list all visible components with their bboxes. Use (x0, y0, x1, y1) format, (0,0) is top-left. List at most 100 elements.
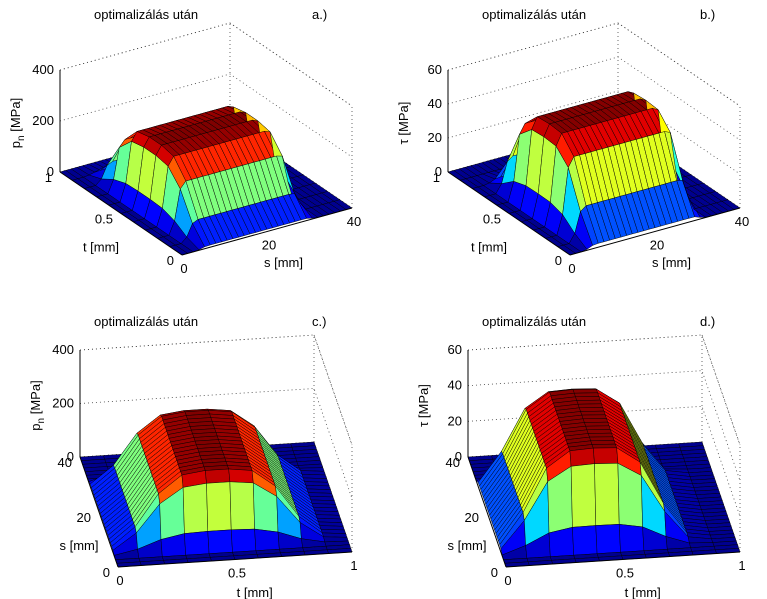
y-tick-label: 1 (45, 170, 52, 185)
x-tick-label: 1 (738, 558, 745, 573)
y-tick-label: 40 (58, 455, 72, 470)
y-tick-label: 20 (77, 510, 91, 525)
surface-patch (576, 399, 602, 405)
surface-patch (618, 524, 645, 553)
x-axis-label: t [mm] (237, 585, 273, 599)
z-axis-label-main: τ (396, 138, 411, 144)
surface-patch (579, 407, 605, 412)
surface-patch (581, 414, 607, 420)
y-tick-label: 1 (433, 170, 440, 185)
z-tick-label: 0 (435, 164, 442, 179)
x-axis-label: s [mm] (264, 255, 303, 270)
subplot-tag: c.) (312, 314, 326, 329)
z-tick-label: 40 (428, 96, 442, 111)
surface-patch (206, 481, 232, 532)
z-axis-label-main: p (8, 141, 23, 148)
x-tick-label: 1 (350, 558, 357, 573)
surface (79, 408, 353, 568)
z-tick-label: 0 (67, 449, 74, 464)
x-tick-label: 0 (116, 573, 123, 588)
surface-patch (575, 396, 601, 401)
surface-patch (582, 418, 609, 423)
subplot-tag: d.) (700, 314, 715, 329)
surface-patch (230, 528, 257, 553)
x-tick-label: 0.5 (616, 566, 634, 581)
y-tick-label: 0.5 (483, 212, 501, 227)
z-tick-label: 400 (32, 62, 54, 77)
y-tick-label: 0.5 (95, 212, 113, 227)
surface-patch (182, 483, 209, 534)
z-tick-label: 20 (448, 413, 462, 428)
surface-patch (572, 525, 598, 556)
subplot-tag: a.) (312, 7, 327, 22)
y-tick-label: 20 (465, 510, 479, 525)
surface-patch (207, 529, 233, 554)
surface-patch (580, 410, 606, 416)
z-axis-label-sub: n (16, 135, 27, 141)
z-axis-label-unit: [MPa] (28, 380, 43, 418)
z-tick-label: 400 (52, 342, 74, 357)
z-tick-label: 40 (448, 378, 462, 393)
surface-patch (572, 388, 598, 394)
chart-title: optimalizálás után (482, 7, 586, 22)
surface-patch (228, 468, 254, 484)
x-axis-label: s [mm] (652, 255, 691, 270)
axis-lines (467, 350, 741, 568)
chart-title: optimalizálás után (94, 314, 198, 329)
axis-lines (59, 70, 353, 256)
surface-patch (595, 524, 621, 554)
surface-patch (569, 447, 595, 467)
z-tick-label: 200 (52, 396, 74, 411)
z-axis-label: pn [MPa] (8, 98, 27, 148)
surface-patch (594, 463, 620, 526)
z-axis-label-sub: n (36, 418, 47, 424)
surface-patch (184, 531, 210, 556)
x-tick-label: 0 (568, 261, 575, 276)
surface-patch (584, 421, 610, 427)
y-axis-label: s [mm] (60, 538, 99, 553)
surface (59, 106, 353, 256)
z-tick-label: 60 (448, 342, 462, 357)
surface-patch (586, 429, 612, 434)
z-axis-label-unit: [MPa] (416, 384, 431, 422)
surface-patch (593, 447, 619, 464)
x-tick-label: 40 (347, 214, 361, 229)
x-tick-label: 40 (735, 214, 749, 229)
z-axis-label-main: τ (416, 421, 431, 427)
x-axis-label: t [mm] (625, 585, 661, 599)
y-tick-label: 0 (167, 253, 174, 268)
z-axis-label-main: p (28, 423, 43, 430)
x-tick-label: 20 (650, 238, 664, 253)
surface-patch (570, 463, 597, 528)
x-tick-label: 20 (262, 238, 276, 253)
z-axis-label: τ [MPa] (396, 102, 411, 145)
x-tick-label: 0 (504, 573, 511, 588)
axis-lines (447, 70, 741, 256)
surface-patch (254, 528, 280, 551)
y-axis-label: t [mm] (471, 240, 507, 255)
z-tick-label: 200 (32, 113, 54, 128)
chart-title: optimalizálás után (94, 7, 198, 22)
z-tick-label: 20 (428, 130, 442, 145)
y-axis-label: s [mm] (448, 538, 487, 553)
surface-patch (589, 436, 615, 442)
z-tick-label: 0 (455, 449, 462, 464)
surface-patch (587, 432, 614, 438)
surface (467, 388, 741, 568)
y-axis-label: t [mm] (83, 240, 119, 255)
z-axis-label: pn [MPa] (28, 380, 47, 430)
z-tick-label: 0 (47, 164, 54, 179)
z-axis-label-unit: [MPa] (396, 102, 411, 140)
x-tick-label: 0.5 (228, 566, 246, 581)
chart-title: optimalizálás után (482, 314, 586, 329)
surface-patch (591, 443, 617, 449)
surface-patch (577, 403, 603, 409)
y-tick-label: 0 (555, 253, 562, 268)
z-axis-label-unit: [MPa] (8, 98, 23, 136)
z-tick-label: 60 (428, 62, 442, 77)
z-axis-label: τ [MPa] (416, 384, 431, 427)
